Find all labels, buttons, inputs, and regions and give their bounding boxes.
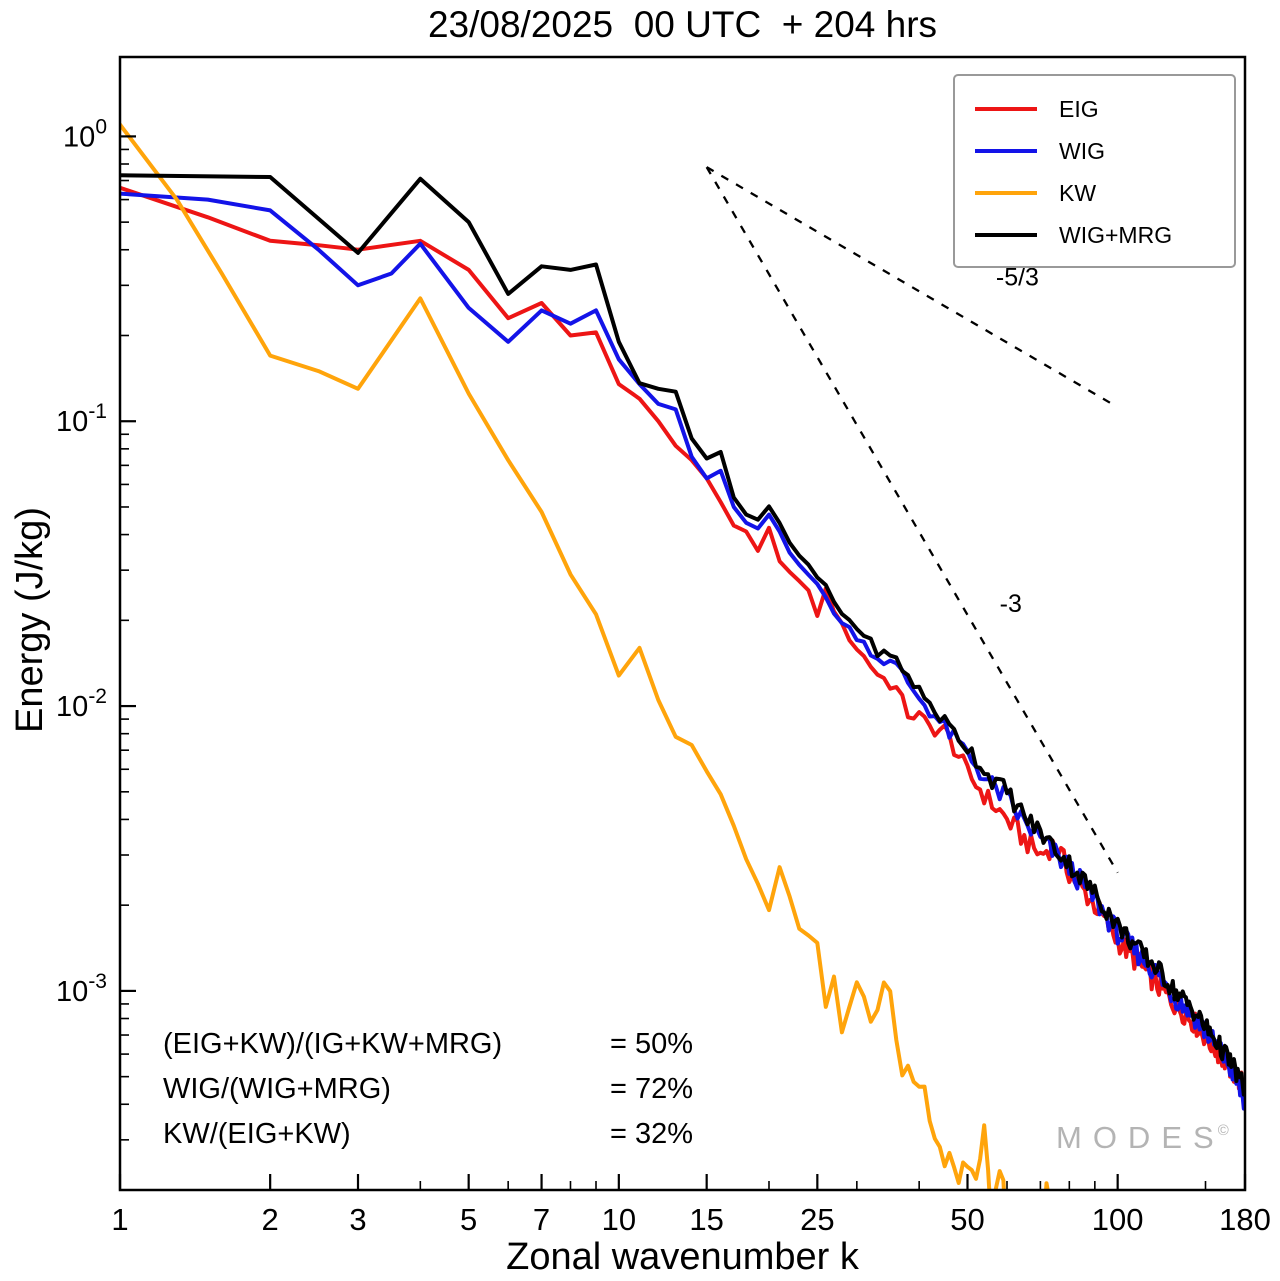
- x-tick-label: 180: [1219, 1202, 1271, 1237]
- legend-line-swatch: [975, 191, 1037, 195]
- y-tick-label: 10-3: [56, 970, 107, 1008]
- x-tick-label: 25: [800, 1202, 834, 1237]
- copyright-symbol: ©: [1217, 1122, 1229, 1139]
- series-kw-line: [120, 122, 1050, 1190]
- slope-label--3: -3: [1000, 590, 1022, 618]
- slope-line--5-3: [706, 166, 1119, 409]
- ratio-annotations: (EIG+KW)/(IG+KW+MRG) = 50% WIG/(WIG+MRG) = …: [163, 1022, 693, 1157]
- legend-label: WIG: [1059, 137, 1105, 164]
- legend-label: KW: [1059, 179, 1097, 206]
- x-tick-label: 2: [262, 1202, 279, 1237]
- legend-line-swatch: [975, 107, 1037, 111]
- legend-line-swatch: [975, 149, 1037, 153]
- x-tick-label: 10: [602, 1202, 636, 1237]
- x-tick-label: 15: [689, 1202, 723, 1237]
- slope-label--5-3: -5/3: [996, 263, 1039, 291]
- legend-label: EIG: [1059, 95, 1099, 122]
- series-wig-line: [120, 191, 1245, 1111]
- series-wig-mrg-line: [120, 173, 1245, 1097]
- legend-line-swatch: [975, 233, 1037, 237]
- y-tick-label: 10-1: [56, 400, 107, 438]
- ratio-formula-3: KW/(EIG+KW): [163, 1118, 351, 1150]
- x-tick-label: 50: [950, 1202, 984, 1237]
- slope-line--3: [705, 166, 1119, 874]
- x-tick-label: 3: [349, 1202, 366, 1237]
- ratio-value-1: = 50%: [610, 1028, 694, 1060]
- x-axis-label: Zonal wavenumber k: [506, 1236, 859, 1278]
- legend: EIG WIG KW WIG+MRG: [953, 74, 1236, 268]
- ratio-value-2: = 72%: [610, 1073, 694, 1105]
- ratio-value-3: = 32%: [610, 1118, 694, 1150]
- legend-item-wig-mrg: WIG+MRG: [955, 214, 1234, 256]
- modes-watermark: MODES©: [1056, 1120, 1229, 1156]
- y-axis-label: Energy (J/kg): [9, 507, 51, 733]
- legend-item-eig: EIG: [955, 88, 1234, 130]
- series-eig-line: [120, 185, 1245, 1096]
- x-tick-label: 5: [460, 1202, 477, 1237]
- y-tick-label: 100: [63, 115, 107, 153]
- legend-item-wig: WIG: [955, 130, 1234, 172]
- plot-border: [118, 55, 1247, 1192]
- y-tick-label: 10-2: [56, 685, 107, 723]
- ratio-formula-2: WIG/(WIG+MRG): [163, 1073, 391, 1105]
- x-tick-label: 1: [111, 1202, 128, 1237]
- legend-label: WIG+MRG: [1059, 221, 1173, 248]
- chart-title: 23/08/2025 00 UTC + 204 hrs: [427, 4, 938, 45]
- modes-watermark-text: MODES: [1056, 1120, 1225, 1155]
- legend-item-kw: KW: [955, 172, 1234, 214]
- x-tick-label: 100: [1092, 1202, 1144, 1237]
- ratio-formula-1: (EIG+KW)/(IG+KW+MRG): [163, 1028, 503, 1060]
- x-tick-label: 7: [533, 1202, 550, 1237]
